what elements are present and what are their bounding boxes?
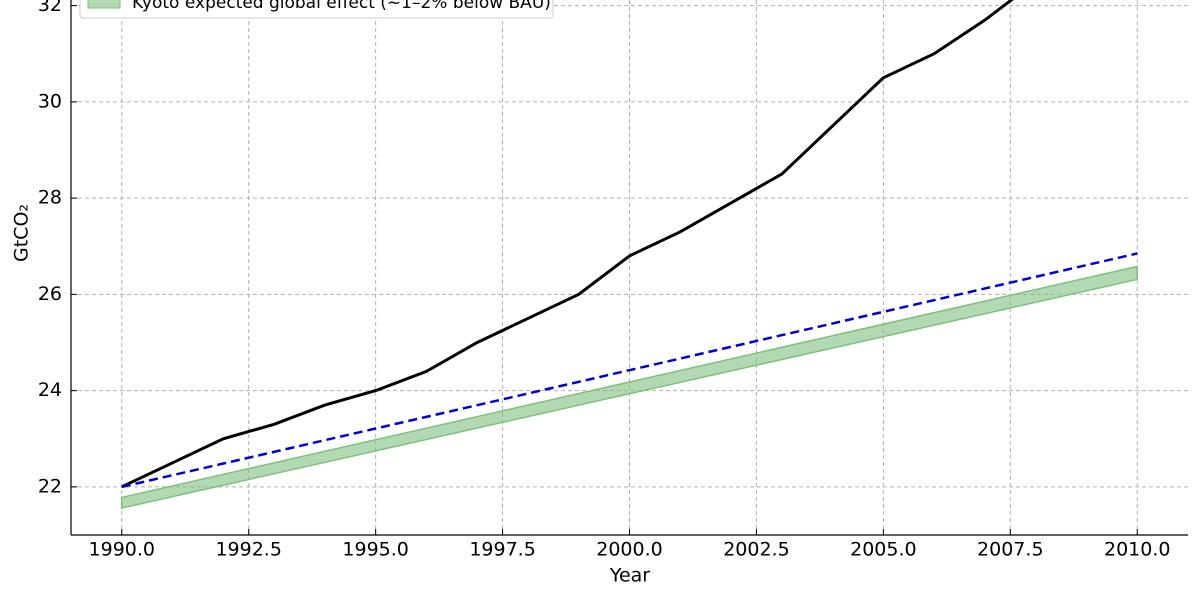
x-tick-label: 2010.0 [1104, 539, 1170, 561]
x-axis-label: Year [609, 565, 650, 587]
y-tick-label: 28 [38, 187, 62, 209]
x-tick-label: 2007.5 [977, 539, 1043, 561]
y-axis-label: GtCO₂ [11, 204, 33, 262]
line [121, 252, 1138, 489]
y-tick-label: 32 [38, 0, 62, 16]
x-tick-label: 1992.5 [215, 539, 281, 561]
x-tick-label: 2000.0 [596, 539, 662, 561]
legend-swatch [87, 0, 121, 9]
y-tick-label: 24 [38, 379, 62, 401]
x-tick-label: 1990.0 [89, 539, 155, 561]
y-tick-label: 26 [38, 283, 62, 305]
legend-label: Kyoto expected global effect (~1–2% belo… [132, 0, 551, 13]
grid [71, 0, 1188, 535]
x-tick-label: 1995.0 [342, 539, 408, 561]
y-tick-label: 30 [38, 90, 62, 112]
line [121, 0, 1014, 489]
x-tick-label: 2005.0 [850, 539, 916, 561]
band [121, 265, 1138, 509]
legend-box [79, 0, 554, 19]
plot-area [121, 0, 1138, 509]
legend: Kyoto expected global effect (~1–2% belo… [79, 0, 554, 19]
x-tick-label: 1997.5 [469, 539, 535, 561]
y-tick-label: 22 [38, 475, 62, 497]
x-tick-label: 2002.5 [723, 539, 789, 561]
